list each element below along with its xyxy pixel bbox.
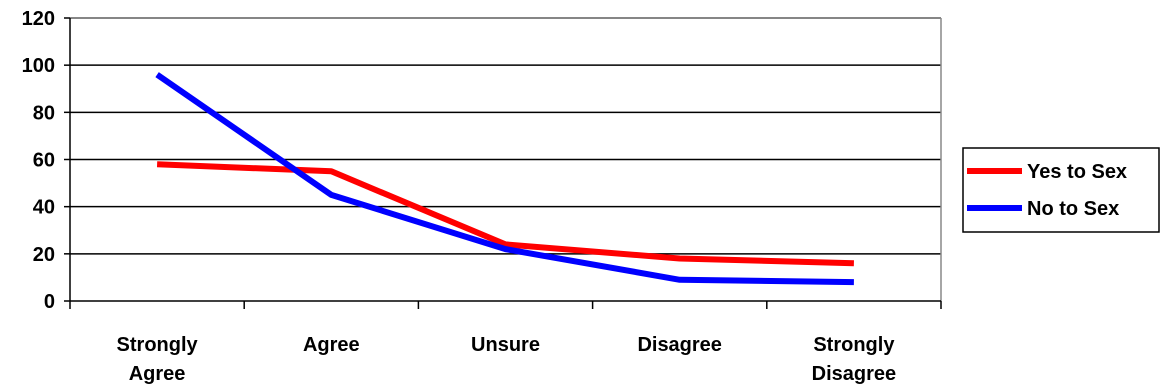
x-tick-label: Agree	[303, 334, 360, 356]
x-tick-label: Disagree	[637, 334, 722, 356]
y-tick-label: 120	[22, 8, 55, 30]
axis-layer	[64, 17, 942, 309]
y-tick-label: 80	[33, 102, 55, 124]
label-layer: 0 20 40 60 80 100 120 Strongly Agree Agree Unsure D…	[22, 8, 897, 385]
y-tick-label: 60	[33, 150, 55, 172]
y-tick-label: 0	[44, 291, 55, 313]
x-tick-label: Unsure	[471, 334, 540, 356]
series-line	[155, 72, 854, 286]
y-tick-label: 100	[22, 55, 55, 77]
y-tick-label: 20	[33, 244, 55, 266]
y-tick-label: 40	[33, 197, 55, 219]
legend-label: No to Sex	[1027, 198, 1119, 220]
grid-layer	[70, 17, 941, 255]
legend-label: Yes to Sex	[1027, 161, 1127, 183]
x-tick-label: Strongly Agree	[117, 334, 199, 385]
series-layer	[155, 72, 854, 286]
x-tick-label: Strongly Disagree	[812, 334, 897, 385]
legend: Yes to Sex No to Sex	[962, 147, 1160, 233]
legend-box	[962, 147, 1160, 233]
